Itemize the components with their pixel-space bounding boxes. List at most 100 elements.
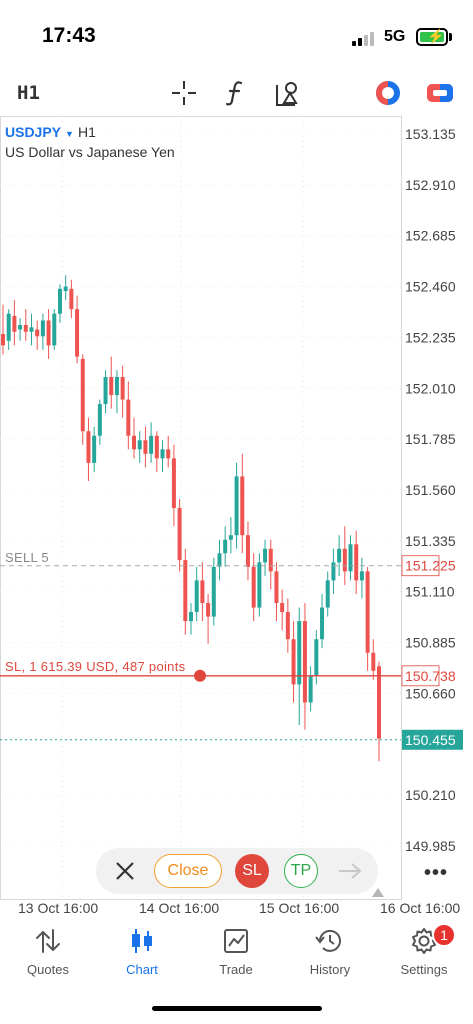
history-clock-icon	[290, 926, 370, 956]
symbol-timeframe: H1	[77, 124, 96, 140]
candle-body	[109, 376, 114, 396]
chart-frame	[0, 116, 402, 900]
battery-tip	[449, 33, 452, 41]
candle-body	[80, 358, 85, 432]
candle-body	[342, 548, 347, 572]
candle-body	[114, 376, 119, 396]
candle-body	[177, 508, 182, 561]
candle-body	[171, 458, 176, 509]
candle-body	[160, 449, 165, 459]
time-tick: 13 Oct 16:00	[18, 900, 99, 916]
candle-body	[325, 580, 330, 608]
candle-body	[69, 288, 74, 310]
bid-price-label: 150.455	[405, 732, 456, 748]
candle-body	[251, 566, 256, 608]
timeframe-selector[interactable]: H1	[17, 82, 40, 104]
chart-canvas[interactable]: 153.135 152.910 152.685 152.460 152.235 152.0…	[0, 116, 473, 900]
tab-quotes[interactable]: Quotes	[8, 926, 88, 982]
candle-body	[302, 621, 307, 703]
candle-body	[245, 535, 250, 567]
trade-action-bar: Close SL TP	[96, 848, 378, 894]
candle-body	[314, 639, 319, 676]
candle-body	[297, 621, 302, 685]
price-tick: 152.235	[405, 329, 456, 345]
status-time: 17:43	[42, 24, 96, 47]
price-tick: 151.785	[405, 431, 456, 447]
more-options-icon[interactable]: •••	[424, 862, 449, 884]
price-tick: 152.685	[405, 228, 456, 244]
candle-body	[291, 639, 296, 685]
home-indicator	[152, 1006, 322, 1011]
chart-candles-icon	[102, 926, 182, 956]
crosshair-icon[interactable]	[168, 78, 200, 108]
price-tick: 152.460	[405, 279, 456, 295]
candle-body	[86, 431, 91, 463]
price-tick: 152.010	[405, 380, 456, 396]
candle-body	[308, 675, 313, 703]
candle-body	[354, 544, 359, 581]
candle-body	[240, 476, 245, 536]
candle-body	[103, 376, 108, 405]
tab-label: History	[309, 962, 351, 977]
price-tick: 150.210	[405, 787, 456, 803]
status-bar: 17:43 5G ⚡	[0, 0, 473, 70]
symbol-header[interactable]: USDJPY ▼ H1	[5, 124, 96, 140]
candle-body	[137, 440, 142, 450]
candle-body	[263, 548, 268, 563]
bid-price-box	[402, 729, 463, 750]
candle-body	[149, 435, 154, 454]
candle-body	[206, 603, 211, 617]
candle-body	[365, 571, 370, 653]
close-icon[interactable]	[110, 856, 140, 886]
indicators-function-icon[interactable]	[220, 78, 252, 108]
tab-label: Quotes	[27, 962, 69, 977]
objects-shapes-icon[interactable]	[272, 78, 304, 108]
tab-trade[interactable]: Trade	[196, 926, 276, 982]
price-tick: 152.910	[405, 177, 456, 193]
take-profit-button[interactable]: TP	[284, 854, 318, 888]
candle-body	[75, 309, 80, 357]
price-chart[interactable]: 153.135 152.910 152.685 152.460 152.235 152.0…	[0, 116, 473, 900]
one-click-trading-icon[interactable]	[372, 78, 404, 108]
candle-body	[120, 376, 125, 400]
trade-panel-icon[interactable]	[424, 78, 456, 108]
symbol-name[interactable]: USDJPY	[5, 124, 62, 140]
tab-history[interactable]: History	[290, 926, 370, 982]
close-position-button[interactable]: Close	[154, 854, 222, 888]
candle-body	[189, 612, 193, 622]
symbol-description: US Dollar vs Japanese Yen	[5, 144, 175, 160]
price-tick: 151.335	[405, 533, 456, 549]
stop-loss-button[interactable]: SL	[235, 854, 269, 888]
candle-body	[280, 603, 285, 613]
candle-body	[40, 320, 45, 337]
stop-loss-drag-handle	[194, 669, 206, 682]
candle-body	[23, 324, 28, 332]
candle-body	[92, 435, 97, 463]
trade-chart-icon	[196, 926, 276, 956]
candle-body	[211, 566, 216, 617]
arrow-right-icon[interactable]	[334, 856, 366, 886]
tab-chart[interactable]: Chart	[102, 926, 182, 982]
candle-body	[57, 288, 62, 314]
candle-body	[257, 562, 262, 608]
candle-body	[268, 548, 273, 572]
candle-body	[132, 435, 137, 450]
sl-price-label: 150.738	[405, 668, 456, 684]
candle-body	[183, 560, 188, 622]
candle-body	[337, 548, 342, 563]
candle-body	[348, 544, 353, 572]
symbol-dropdown-icon[interactable]: ▼	[65, 129, 74, 139]
scroll-end-icon[interactable]	[372, 888, 384, 897]
candle-body	[285, 612, 290, 640]
candle-body	[194, 580, 199, 613]
price-tick: 149.985	[405, 838, 456, 854]
candle-body	[35, 329, 40, 337]
candle-body	[228, 535, 233, 540]
tab-label: Trade	[219, 962, 253, 977]
candle-body	[63, 286, 68, 292]
battery-icon: ⚡	[416, 28, 448, 46]
price-tick: 151.560	[405, 482, 456, 498]
candle-body	[331, 562, 336, 581]
price-tick: 150.660	[405, 685, 456, 701]
time-tick: 16 Oct 16:00	[380, 900, 461, 916]
